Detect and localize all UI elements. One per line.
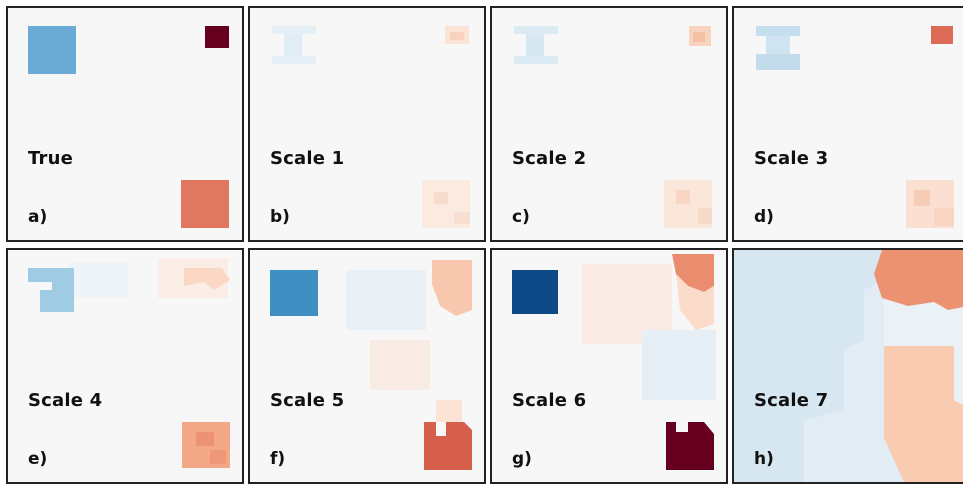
red-patch	[672, 254, 714, 292]
red-patch	[424, 422, 472, 470]
panel-h: Scale 7 h)	[732, 248, 963, 484]
panel-title: Scale 3	[754, 148, 829, 169]
panel-title: Scale 7	[754, 390, 829, 411]
light-blue-patch	[766, 36, 790, 54]
panel-d: Scale 3 d)	[732, 6, 963, 242]
panel-letter: d)	[754, 207, 774, 227]
panel-letter: f)	[270, 449, 286, 469]
panel-b-field	[272, 26, 470, 228]
panel-letter: b)	[270, 207, 290, 227]
light-red-patch	[676, 274, 714, 330]
faint-red-patch	[434, 192, 448, 204]
faint-blue-patch	[514, 56, 558, 64]
light-red-patch	[436, 400, 462, 422]
panel-a: True a)	[6, 6, 244, 242]
panel-c-field	[514, 26, 712, 228]
red-square	[181, 180, 229, 228]
faint-red-patch	[934, 208, 954, 226]
faint-red-patch	[370, 340, 430, 390]
panel-letter: e)	[28, 449, 48, 469]
panel-title: Scale 2	[512, 148, 587, 169]
panel-c: Scale 2 c)	[490, 6, 728, 242]
panel-letter: c)	[512, 207, 530, 227]
light-blue-region	[734, 250, 884, 482]
blue-square	[270, 270, 318, 316]
light-red-patch	[432, 260, 472, 316]
panel-letter: h)	[754, 449, 774, 469]
panel-letter: a)	[28, 207, 48, 227]
red-patch	[196, 432, 214, 446]
panel-title: Scale 6	[512, 390, 587, 411]
light-blue-patch	[28, 268, 74, 312]
light-red-patch	[184, 268, 230, 290]
faint-red-patch	[693, 32, 705, 42]
panel-g: Scale 6 g)	[490, 248, 728, 484]
light-blue-patch	[756, 54, 800, 70]
faint-red-patch	[914, 190, 930, 206]
faint-blue-patch	[526, 34, 544, 56]
faint-blue-patch	[284, 34, 302, 56]
light-red-region	[884, 346, 963, 482]
panel-b: Scale 1 b)	[248, 6, 486, 242]
light-blue-patch	[756, 26, 800, 36]
panel-title: True	[28, 148, 74, 169]
panel-e-field	[28, 258, 230, 468]
panel-g-field	[512, 254, 716, 470]
panel-e: Scale 4 e)	[6, 248, 244, 484]
faint-red-patch	[454, 212, 470, 224]
faint-blue-patch	[272, 26, 316, 34]
red-region	[874, 250, 963, 310]
dark-blue-square	[512, 270, 558, 314]
faint-blue-patch	[68, 262, 128, 298]
panel-title: Scale 4	[28, 390, 103, 411]
panel-d-field	[756, 26, 954, 228]
dark-red-square	[205, 26, 229, 48]
panel-f-field	[270, 260, 472, 470]
panel-letter: g)	[512, 449, 532, 469]
faint-red-patch	[676, 190, 690, 204]
dark-red-patch	[666, 422, 714, 470]
panel-h-field	[734, 250, 963, 482]
faint-blue-patch	[346, 270, 426, 330]
faint-blue-patch	[642, 330, 716, 400]
panel-a-field	[28, 26, 229, 228]
faint-red-patch	[450, 32, 464, 40]
faint-red-patch	[698, 208, 712, 224]
faint-blue-patch	[514, 26, 558, 34]
panel-title: Scale 5	[270, 390, 345, 411]
red-patch	[931, 26, 953, 44]
blue-square	[28, 26, 76, 74]
faint-blue-patch	[272, 56, 316, 64]
red-patch	[210, 450, 226, 464]
panel-title: Scale 1	[270, 148, 345, 169]
panel-f: Scale 5 f)	[248, 248, 486, 484]
